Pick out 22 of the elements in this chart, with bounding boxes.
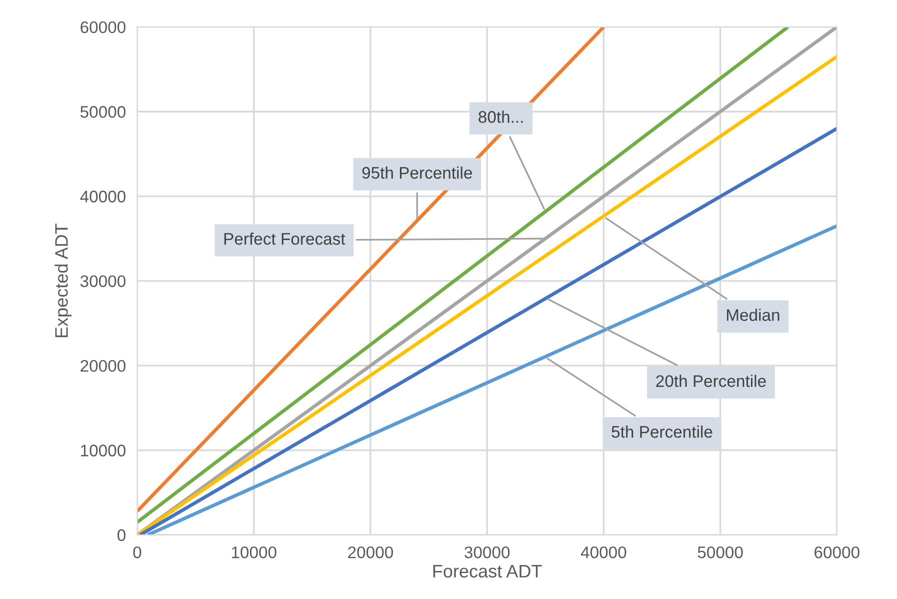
y-tick-label: 0: [118, 529, 126, 542]
annotation: Median: [726, 308, 780, 321]
x-axis-title: Forecast ADT: [433, 564, 542, 578]
y-tick-label: 20000: [80, 360, 126, 372]
y-axis-title: Expected ADT: [54, 224, 72, 338]
annotation: Perfect Forecast: [224, 232, 346, 245]
x-tick-label: 20000: [348, 546, 393, 558]
x-tick-label: 10000: [232, 546, 276, 558]
y-tick-label: 10000: [81, 444, 126, 456]
annotation: 20th Percentile: [656, 374, 766, 387]
x-tick-label: 0: [133, 546, 142, 558]
y-tick-label: 30000: [80, 275, 126, 288]
y-tick-label: 40000: [80, 190, 126, 202]
x-tick-label: 40000: [580, 546, 626, 558]
x-tick-label: 60000: [814, 546, 860, 558]
x-tick-label: 30000: [464, 546, 510, 558]
annotation: 95th Percentile: [362, 166, 472, 179]
annotation: 80th...: [478, 110, 523, 123]
annotation: 5th Percentile: [612, 426, 712, 438]
y-tick-label: 50000: [80, 106, 126, 118]
y-tick-label: 60000: [80, 21, 126, 34]
x-tick-label: 50000: [698, 546, 743, 558]
